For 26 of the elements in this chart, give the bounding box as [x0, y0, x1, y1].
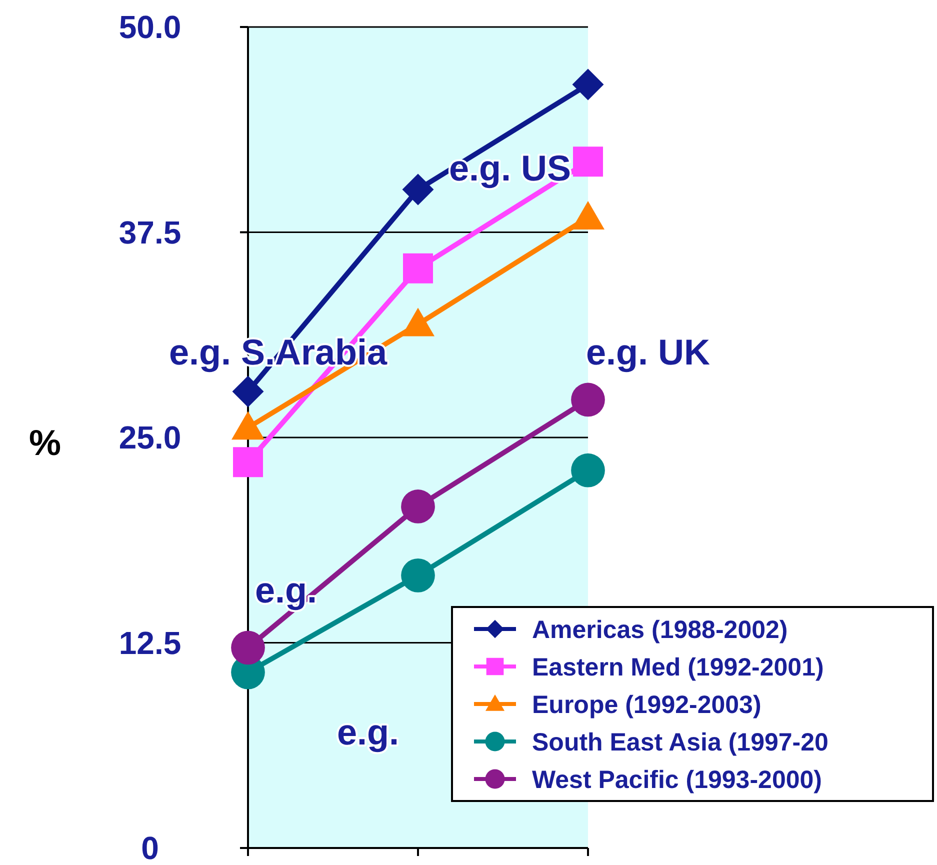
point [401, 490, 435, 524]
legend-label: Americas (1988-2002) [532, 616, 788, 644]
y-tick-label: 50.0 [118, 9, 182, 46]
point [571, 382, 605, 417]
point [572, 68, 604, 100]
annotation: e.g. [254, 570, 318, 611]
legend-label: South East Asia (1997-20 [532, 728, 828, 756]
legend-label: Europe (1992-2003) [532, 690, 762, 719]
point [403, 253, 433, 284]
annotation: e.g. [336, 712, 400, 753]
legend-label: West Pacific (1993-2000) [532, 766, 822, 794]
point [232, 376, 264, 408]
y-tick-label: 37.5 [118, 214, 182, 250]
point [231, 630, 265, 665]
annotation: e.g. US [448, 148, 572, 189]
y-axis-title: % [28, 422, 62, 463]
y-tick-label: 25.0 [118, 420, 182, 456]
point [573, 146, 603, 177]
annotation: e.g. UK [586, 332, 710, 373]
point [571, 453, 605, 488]
point [402, 174, 434, 206]
legend-label: Eastern Med (1992-2001) [532, 653, 824, 682]
point [401, 558, 435, 592]
y-tick-label: 12.5 [118, 624, 182, 661]
point [233, 447, 263, 478]
y-tick-label: 0 [141, 830, 159, 865]
